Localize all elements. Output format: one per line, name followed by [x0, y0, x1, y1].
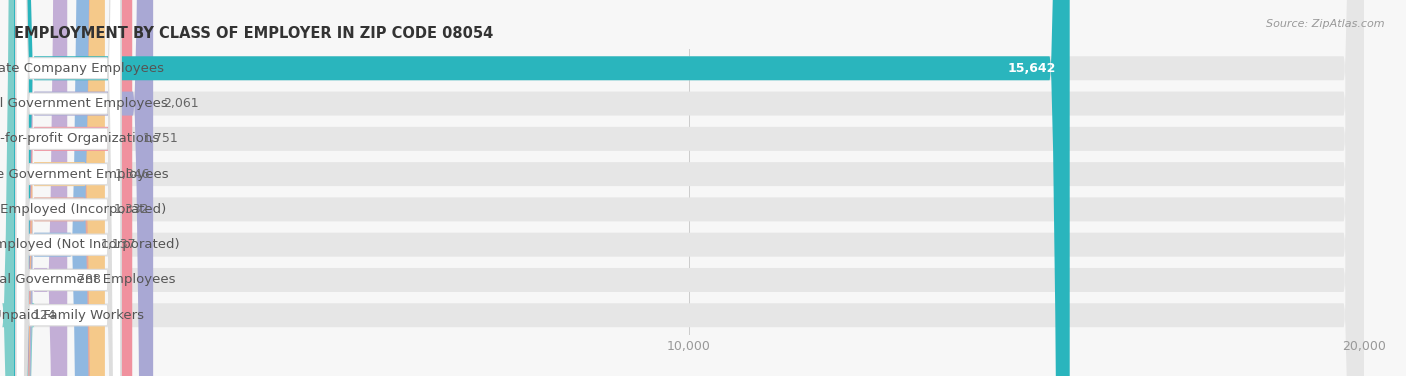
FancyBboxPatch shape [14, 0, 105, 376]
FancyBboxPatch shape [14, 0, 91, 376]
FancyBboxPatch shape [14, 0, 67, 376]
FancyBboxPatch shape [14, 0, 104, 376]
Text: Private Company Employees: Private Company Employees [0, 62, 165, 75]
FancyBboxPatch shape [14, 0, 1364, 376]
FancyBboxPatch shape [14, 0, 1070, 376]
Text: Not-for-profit Organizations: Not-for-profit Organizations [0, 132, 159, 146]
FancyBboxPatch shape [15, 0, 121, 376]
FancyBboxPatch shape [15, 0, 121, 376]
FancyBboxPatch shape [14, 0, 1364, 376]
FancyBboxPatch shape [3, 0, 34, 376]
FancyBboxPatch shape [14, 0, 1364, 376]
Text: Federal Government Employees: Federal Government Employees [0, 273, 176, 287]
FancyBboxPatch shape [14, 0, 132, 376]
FancyBboxPatch shape [14, 0, 1364, 376]
FancyBboxPatch shape [14, 0, 1364, 376]
Text: State Government Employees: State Government Employees [0, 168, 169, 180]
FancyBboxPatch shape [15, 0, 121, 376]
Text: 788: 788 [77, 273, 101, 287]
FancyBboxPatch shape [15, 0, 121, 376]
FancyBboxPatch shape [14, 0, 153, 376]
Text: Unpaid Family Workers: Unpaid Family Workers [0, 309, 145, 322]
FancyBboxPatch shape [14, 0, 1364, 376]
Text: 124: 124 [32, 309, 56, 322]
Text: Self-Employed (Not Incorporated): Self-Employed (Not Incorporated) [0, 238, 180, 251]
Text: Source: ZipAtlas.com: Source: ZipAtlas.com [1267, 19, 1385, 29]
Text: EMPLOYMENT BY CLASS OF EMPLOYER IN ZIP CODE 08054: EMPLOYMENT BY CLASS OF EMPLOYER IN ZIP C… [14, 26, 494, 41]
FancyBboxPatch shape [15, 0, 121, 376]
FancyBboxPatch shape [14, 0, 1364, 376]
Text: Local Government Employees: Local Government Employees [0, 97, 167, 110]
FancyBboxPatch shape [14, 0, 1364, 376]
FancyBboxPatch shape [15, 0, 121, 376]
FancyBboxPatch shape [15, 0, 121, 376]
Text: 15,642: 15,642 [1008, 62, 1056, 75]
Text: Self-Employed (Incorporated): Self-Employed (Incorporated) [0, 203, 166, 216]
Text: 1,137: 1,137 [101, 238, 136, 251]
Text: 1,346: 1,346 [115, 168, 150, 180]
Text: 1,751: 1,751 [142, 132, 179, 146]
Text: 1,332: 1,332 [114, 203, 149, 216]
FancyBboxPatch shape [15, 0, 121, 376]
Text: 2,061: 2,061 [163, 97, 198, 110]
